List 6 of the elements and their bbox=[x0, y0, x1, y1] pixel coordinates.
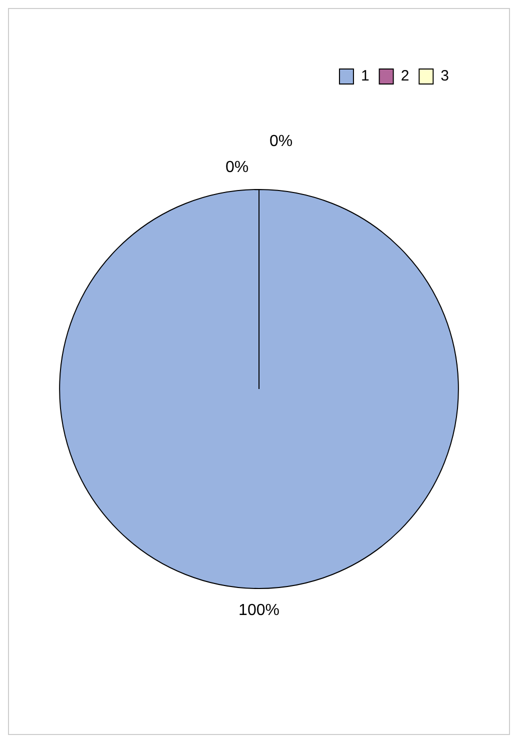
text: 0% bbox=[225, 158, 249, 176]
legend-label: 2 bbox=[400, 68, 410, 85]
legend-label: 3 bbox=[440, 68, 449, 85]
legend-label: 1 bbox=[360, 68, 370, 85]
text: 0% bbox=[269, 132, 293, 150]
data-label: 100% bbox=[238, 602, 280, 619]
